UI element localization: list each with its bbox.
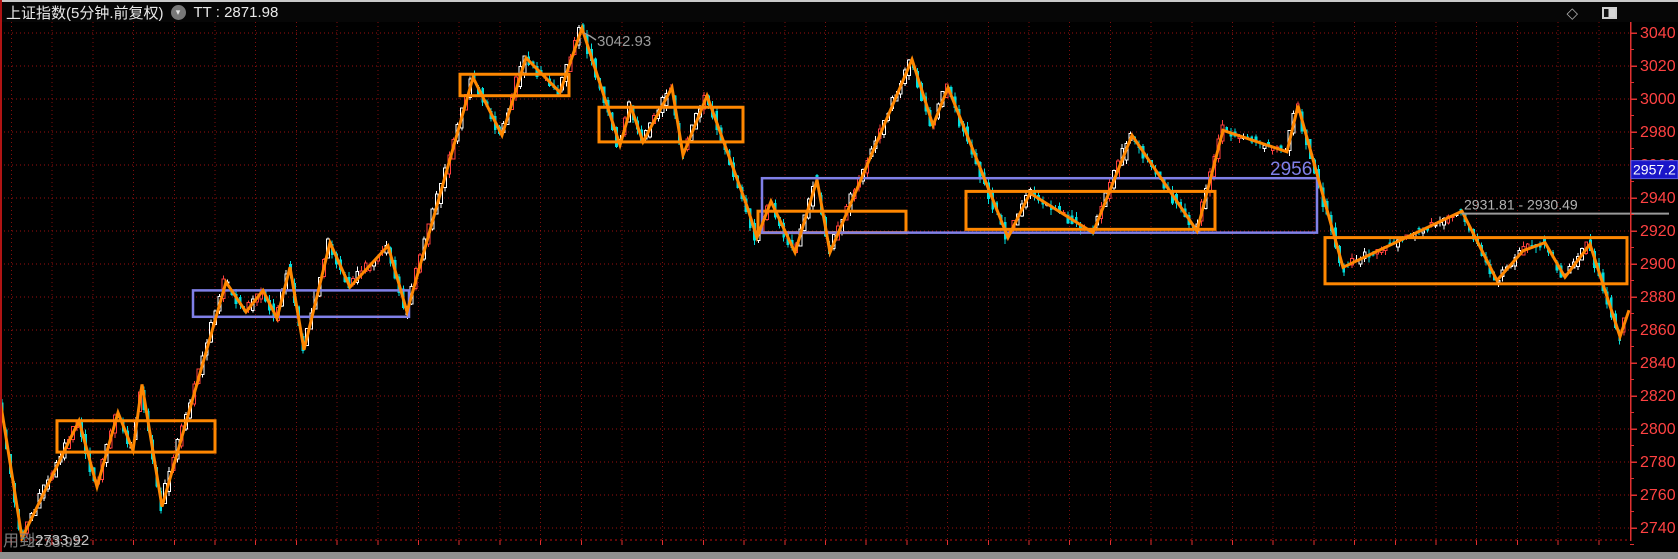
axis-tick-label: 2900 <box>1640 256 1676 273</box>
orange-box <box>597 105 745 144</box>
axis-tick-label: 2880 <box>1640 289 1676 306</box>
grid-layer <box>0 22 1630 545</box>
axis-tick-label: 3020 <box>1640 58 1676 75</box>
blue-box <box>760 176 1319 234</box>
zigzag-line-drawing[interactable] <box>0 23 1631 543</box>
horizontal-scrollbar[interactable] <box>0 552 1678 559</box>
panel-split-icon[interactable] <box>1602 7 1617 19</box>
axis-tick-label: 2740 <box>1640 520 1676 537</box>
ticker-quote-label: TT : 2871.98 <box>193 3 279 21</box>
axis-price-badge: 2957.2 <box>1630 160 1678 180</box>
watermark-text: 用到 <box>3 532 35 550</box>
axis-tick-label: 2780 <box>1640 454 1676 471</box>
orange-box-drawings[interactable] <box>55 72 1629 454</box>
blue-box-drawings[interactable]: 2956 <box>191 159 1319 319</box>
chart-left-border <box>0 0 2 552</box>
blue-level-label: 2956 <box>1270 159 1312 180</box>
price-axis: 3040302030002980296029402920290028802860… <box>1629 14 1676 545</box>
axis-tick-label: 2800 <box>1640 421 1676 438</box>
orange-box <box>964 189 1217 231</box>
axis-tick-label: 2980 <box>1640 124 1676 141</box>
high-price-label: 3042.93 <box>597 33 651 50</box>
axis-tick-label: 2860 <box>1640 322 1676 339</box>
title-bar: 上证指数(5分钟.前复权) ▾ TT : 2871.98 ◇ <box>0 0 1678 22</box>
axis-tick-label: 3040 <box>1640 25 1676 42</box>
chevron-down-icon[interactable]: ▾ <box>170 4 186 20</box>
badge-price-text: 2957.2 <box>1633 162 1676 178</box>
range-line-drawing[interactable]: 2931.81 - 2930.49 <box>1462 197 1669 215</box>
orange-box <box>1323 236 1629 286</box>
axis-tick-label: 2820 <box>1640 388 1676 405</box>
diamond-icon[interactable]: ◇ <box>1566 4 1578 22</box>
low-price-label-shadow: 2733.92 <box>27 534 81 551</box>
axis-tick-label: 3000 <box>1640 91 1676 108</box>
low-price-label: 2733.92 <box>35 532 89 549</box>
instrument-title: 上证指数(5分钟.前复权) <box>6 4 164 22</box>
range-label: 2931.81 - 2930.49 <box>1464 197 1578 213</box>
axis-tick-label: 2840 <box>1640 355 1676 372</box>
axis-tick-label: 2940 <box>1640 190 1676 207</box>
axis-tick-label: 2920 <box>1640 223 1676 240</box>
axis-tick-label: 2760 <box>1640 487 1676 504</box>
